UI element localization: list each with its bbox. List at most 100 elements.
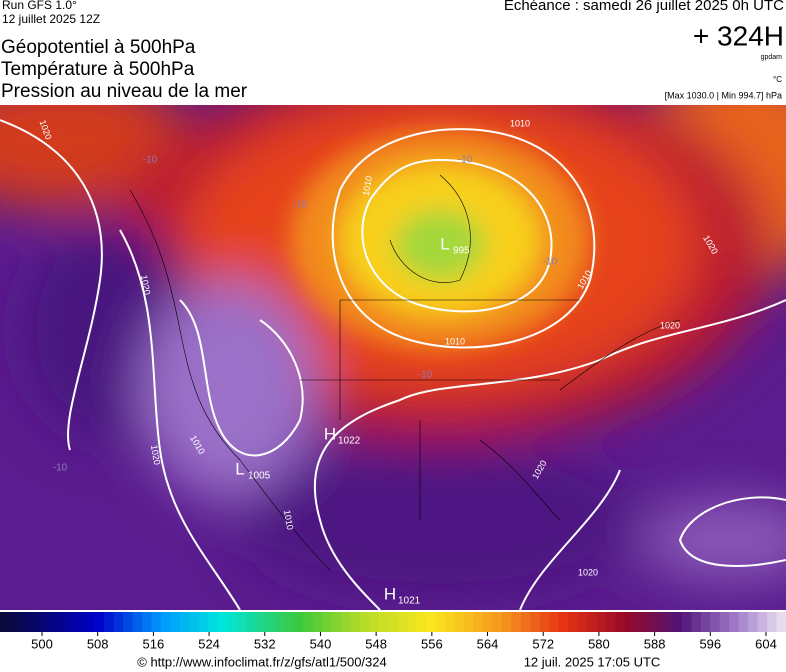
colorbar-swatch: [416, 612, 427, 632]
colorbar-swatch: [473, 612, 484, 632]
colorbar-swatch: [160, 612, 171, 632]
colorbar-swatch: [340, 612, 351, 632]
temperature-label: -10: [458, 155, 473, 166]
colorbar-swatch: [378, 612, 389, 632]
colorbar-swatch: [549, 612, 560, 632]
isobar-label: 1010: [282, 509, 295, 530]
colorbar-swatch: [179, 612, 190, 632]
colorbar-swatch: [653, 612, 664, 632]
colorbar-swatch: [407, 612, 418, 632]
colorbar-swatch: [217, 612, 228, 632]
title: Température à 500hPa: [1, 59, 195, 80]
isobar-label: 1020: [578, 567, 598, 577]
colorbar-swatch: [0, 612, 10, 632]
colorbar-swatch: [104, 612, 115, 632]
colorbar-swatch: [757, 612, 768, 632]
colorbar-swatch: [227, 612, 238, 632]
unit: gpdam: [761, 54, 783, 61]
colorbar-swatch: [558, 612, 569, 632]
run: Run GFS 1.0°: [2, 0, 77, 12]
colorbar-swatch: [284, 612, 295, 632]
temperature-label: -10: [418, 370, 433, 381]
colorbar-swatch: [501, 612, 512, 632]
colorbar-swatch: [123, 612, 134, 632]
temperature-label: -10: [53, 463, 68, 474]
colorbar-swatch: [208, 612, 219, 632]
colorbar-swatch: [691, 612, 702, 632]
colorbar-label: 516: [143, 636, 165, 651]
colorbar-swatch: [577, 612, 588, 632]
isobar-label: 1010: [361, 175, 374, 196]
temperature-label: -10: [543, 257, 558, 268]
colorbar-swatch: [767, 612, 778, 632]
colorbar-label: 604: [755, 636, 777, 651]
colorbar-swatch: [246, 612, 257, 632]
colorbar-label: 500: [31, 636, 53, 651]
colorbar-swatch: [198, 612, 209, 632]
colorbar-swatch: [606, 612, 617, 632]
colorbar-swatch: [9, 612, 20, 632]
colorbar-swatch: [738, 612, 749, 632]
colorbar-label: 588: [644, 636, 666, 651]
colorbar-swatch: [47, 612, 58, 632]
pressure-range: [Max 1030.0 | Min 994.7] hPa: [665, 90, 782, 100]
colorbar-label: 556: [421, 636, 443, 651]
colorbar-swatch: [454, 612, 465, 632]
colorbar-swatch: [369, 612, 380, 632]
colorbar-label: 580: [588, 636, 610, 651]
colorbar-swatch: [56, 612, 67, 632]
colorbar-swatch: [75, 612, 86, 632]
colorbar-swatch: [94, 612, 105, 632]
colorbar-swatch: [66, 612, 77, 632]
colorbar-swatch: [511, 612, 522, 632]
colorbar-swatch: [37, 612, 48, 632]
colorbar-swatch: [321, 612, 332, 632]
colorbar-swatch: [388, 612, 399, 632]
colorbar-swatch: [170, 612, 181, 632]
valid-time: Echéance : samedi 26 juillet 2025 0h UTC: [504, 0, 784, 14]
colorbar-swatch: [435, 612, 446, 632]
colorbar-swatch: [445, 612, 456, 632]
colorbar-swatch: [274, 612, 285, 632]
colorbar-swatch: [350, 612, 361, 632]
colorbar-swatch: [113, 612, 124, 632]
colorbar-swatch: [28, 612, 39, 632]
colorbar-swatch: [265, 612, 276, 632]
pressure-center: L: [235, 459, 244, 478]
colorbar-label: 596: [699, 636, 721, 651]
colorbar-swatch: [625, 612, 635, 632]
lead-time: + 324H: [693, 20, 784, 51]
footer-url: © http://www.infoclimat.fr/z/gfs/atl1/50…: [137, 654, 386, 669]
run-date: 12 juillet 2025 12Z: [2, 12, 100, 26]
colorbar-swatch: [643, 612, 654, 632]
colorbar-swatch: [615, 612, 626, 632]
colorbar-label: 572: [532, 636, 554, 651]
pressure-center: H: [384, 584, 396, 603]
pressure-value: 1021: [398, 596, 421, 607]
colorbar-swatch: [18, 612, 29, 632]
colorbar-swatch: [255, 612, 266, 632]
colorbar-swatch: [587, 612, 598, 632]
colorbar-swatch: [85, 612, 96, 632]
colorbar-swatch: [331, 612, 342, 632]
colorbar-swatch: [729, 612, 740, 632]
footer-date: 12 juil. 2025 17:05 UTC: [524, 654, 661, 669]
colorbar-swatch: [776, 612, 786, 632]
isobar: [0, 119, 241, 610]
isobar-label: 1020: [139, 274, 152, 295]
colorbar-swatch: [236, 612, 247, 632]
colorbar-swatch: [303, 612, 314, 632]
colorbar-swatch: [492, 612, 503, 632]
pressure-center: L: [440, 234, 449, 253]
temperature-label: -10: [293, 200, 308, 211]
isobar-label: 1020: [149, 444, 162, 465]
isobar-label: 1010: [510, 118, 530, 128]
colorbar-swatch: [359, 612, 370, 632]
colorbar-swatch: [672, 612, 683, 632]
colorbar-swatch: [634, 612, 645, 632]
colorbar-swatch: [700, 612, 711, 632]
title: Pression au niveau de la mer: [1, 81, 248, 102]
pressure-value: 1022: [338, 436, 361, 447]
colorbar-swatch: [719, 612, 730, 632]
